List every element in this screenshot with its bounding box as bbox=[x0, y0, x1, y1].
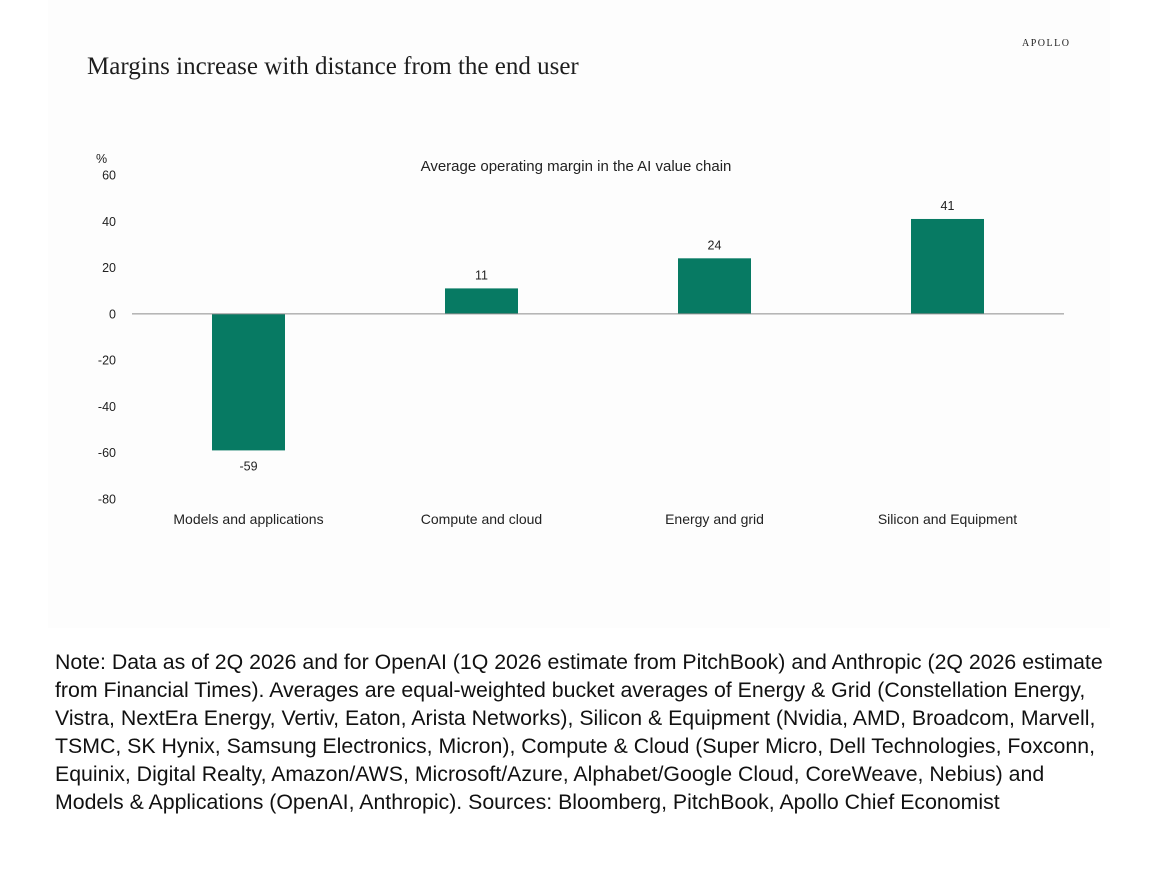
chart-title: Average operating margin in the AI value… bbox=[421, 158, 732, 175]
y-tick-label: 0 bbox=[109, 307, 116, 321]
y-tick-label: 60 bbox=[102, 169, 116, 183]
footnote: Note: Data as of 2Q 2026 and for OpenAI … bbox=[55, 650, 1103, 814]
x-tick-label: Models and applications bbox=[173, 511, 323, 527]
y-tick-label: -60 bbox=[98, 446, 116, 460]
data-label: 24 bbox=[708, 238, 722, 252]
brand-logo: APOLLO bbox=[1022, 38, 1071, 49]
bar bbox=[212, 313, 285, 451]
y-tick-label: 20 bbox=[102, 261, 116, 275]
y-tick-label: -20 bbox=[98, 354, 116, 368]
bar bbox=[911, 218, 984, 314]
y-tick-label: -80 bbox=[98, 493, 116, 507]
data-label: 41 bbox=[941, 199, 955, 213]
y-tick-label: 40 bbox=[102, 215, 116, 229]
x-tick-label: Silicon and Equipment bbox=[878, 511, 1017, 527]
page-title: Margins increase with distance from the … bbox=[87, 53, 579, 80]
data-label: -59 bbox=[239, 459, 257, 473]
bar bbox=[445, 288, 518, 314]
y-tick-label: -40 bbox=[98, 400, 116, 414]
x-tick-label: Energy and grid bbox=[665, 511, 764, 527]
x-tick-label: Compute and cloud bbox=[421, 511, 542, 527]
bar bbox=[678, 258, 751, 314]
y-axis-unit: % bbox=[96, 152, 107, 166]
data-label: 11 bbox=[475, 268, 488, 282]
bar-chart: Average operating margin in the AI value… bbox=[96, 152, 1064, 527]
